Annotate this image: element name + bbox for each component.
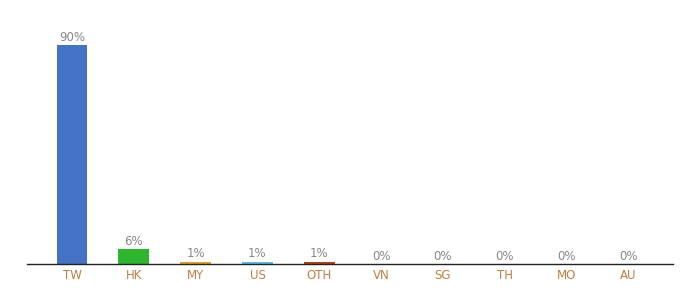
Text: 0%: 0% — [558, 250, 576, 263]
Bar — [56, 45, 88, 264]
Text: 90%: 90% — [59, 31, 85, 44]
Text: 0%: 0% — [496, 250, 514, 263]
Text: 1%: 1% — [186, 248, 205, 260]
Text: 0%: 0% — [619, 250, 638, 263]
Text: 1%: 1% — [310, 248, 328, 260]
Bar — [242, 262, 273, 264]
Bar — [118, 249, 150, 264]
Text: 0%: 0% — [372, 250, 390, 263]
Text: 0%: 0% — [434, 250, 452, 263]
Bar — [304, 262, 335, 264]
Text: 1%: 1% — [248, 248, 267, 260]
Text: 6%: 6% — [124, 235, 143, 248]
Bar — [180, 262, 211, 264]
